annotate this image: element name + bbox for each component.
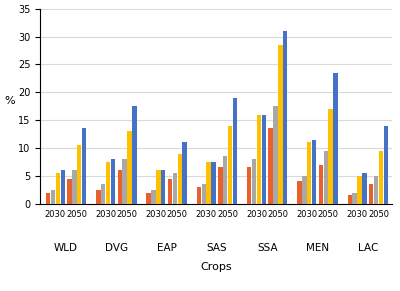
Bar	[46, 193, 50, 204]
Bar	[106, 162, 110, 204]
Text: Crops: Crops	[200, 262, 232, 272]
Bar	[374, 176, 378, 204]
Bar	[72, 170, 76, 204]
Bar	[168, 179, 172, 204]
Y-axis label: %: %	[4, 96, 15, 106]
Bar	[161, 170, 166, 204]
Bar	[127, 131, 132, 204]
Bar	[357, 176, 362, 204]
Bar	[132, 106, 136, 204]
Bar	[67, 179, 72, 204]
Bar	[77, 145, 82, 204]
Bar	[51, 190, 55, 204]
Bar	[82, 129, 86, 204]
Bar	[252, 159, 256, 204]
Bar	[273, 106, 278, 204]
Bar	[118, 170, 122, 204]
Bar	[247, 168, 252, 204]
Bar	[312, 140, 316, 204]
Bar	[178, 154, 182, 204]
Bar	[333, 73, 338, 204]
Bar	[206, 162, 211, 204]
Bar	[362, 173, 367, 204]
Bar	[348, 195, 352, 204]
Bar	[278, 45, 282, 204]
Bar	[379, 151, 383, 204]
Bar	[324, 151, 328, 204]
Bar	[173, 173, 177, 204]
Bar	[101, 184, 106, 204]
Bar	[56, 173, 60, 204]
Bar	[328, 109, 333, 204]
Bar	[233, 98, 237, 204]
Bar	[151, 190, 156, 204]
Bar	[197, 187, 201, 204]
Bar	[182, 142, 187, 204]
Bar	[257, 115, 261, 204]
Bar	[228, 126, 232, 204]
Text: SSA: SSA	[257, 243, 278, 253]
Bar	[122, 159, 127, 204]
Bar	[268, 129, 273, 204]
Bar	[111, 159, 115, 204]
Bar	[202, 184, 206, 204]
Text: EAP: EAP	[157, 243, 176, 253]
Text: LAC: LAC	[358, 243, 378, 253]
Bar	[307, 142, 312, 204]
Bar	[211, 162, 216, 204]
Bar	[146, 193, 151, 204]
Text: DVG: DVG	[105, 243, 128, 253]
Bar	[223, 156, 227, 204]
Bar	[319, 165, 323, 204]
Bar	[384, 126, 388, 204]
Bar	[60, 170, 65, 204]
Bar	[352, 193, 357, 204]
Text: MEN: MEN	[306, 243, 329, 253]
Bar	[302, 176, 306, 204]
Text: SAS: SAS	[207, 243, 227, 253]
Text: WLD: WLD	[54, 243, 78, 253]
Bar	[96, 190, 100, 204]
Bar	[156, 170, 160, 204]
Bar	[369, 184, 373, 204]
Bar	[297, 181, 302, 204]
Bar	[218, 168, 222, 204]
Bar	[262, 115, 266, 204]
Bar	[283, 31, 288, 204]
